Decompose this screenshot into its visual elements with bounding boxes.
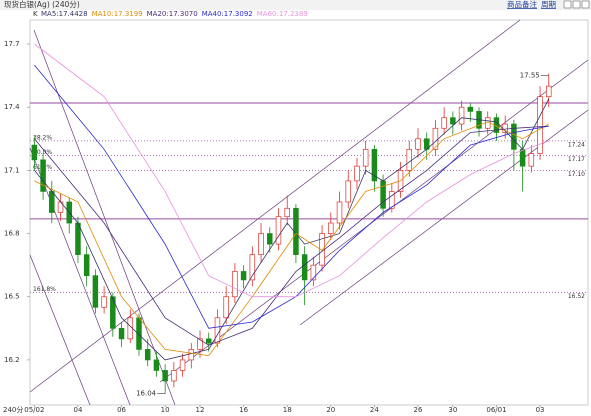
x-tick-label: 26 <box>414 406 423 414</box>
candle-body <box>432 127 439 150</box>
candle-body <box>415 138 421 150</box>
candle-body <box>31 144 38 161</box>
candle-body <box>171 370 177 382</box>
fib-price: 17.17 <box>568 156 585 163</box>
candle-body <box>144 349 151 361</box>
candle-body <box>162 370 168 382</box>
candle-body <box>371 148 378 182</box>
candle-body <box>336 201 343 224</box>
x-tick-label: 03 <box>536 406 545 414</box>
legend-entry: MA10:17.3199 <box>92 10 143 18</box>
candle-body <box>284 207 290 218</box>
x-tick-label: 04 <box>73 406 82 414</box>
ma-line <box>34 121 549 357</box>
candle-body <box>354 165 360 182</box>
candle-body <box>301 254 308 281</box>
k-label: K <box>33 10 38 18</box>
candle-body <box>188 349 195 361</box>
x-tick-label: 30 <box>448 406 457 414</box>
candle-body <box>441 117 447 129</box>
fib-ratio: 161.8% <box>33 286 56 293</box>
candle-body <box>511 123 517 150</box>
candle-body <box>101 296 107 308</box>
candle-body <box>40 159 46 192</box>
x-tick-label: 06/01 <box>486 406 506 414</box>
candle-body <box>240 271 247 281</box>
candle-body <box>214 317 221 344</box>
plot-frame <box>29 19 589 406</box>
candle-body <box>528 153 535 167</box>
candle-body <box>83 254 90 277</box>
candle-body <box>232 271 238 298</box>
candle-body <box>450 117 456 125</box>
ma-line <box>34 125 549 346</box>
x-tick-label: 20 <box>326 406 335 414</box>
max-button[interactable] <box>572 0 581 9</box>
candle-body <box>258 233 264 255</box>
candle-body <box>110 296 116 329</box>
title-bar <box>0 0 591 10</box>
candle-body <box>197 338 203 350</box>
legend-entry: MA40:17.3092 <box>202 10 253 18</box>
candle-body <box>389 191 395 209</box>
candle-body <box>275 216 282 245</box>
x-tick-label: 12 <box>196 406 205 414</box>
candle-body <box>153 359 160 371</box>
min-button[interactable] <box>563 0 572 9</box>
legend-entry: MA20:17.3070 <box>147 10 198 18</box>
candle-body <box>362 148 369 167</box>
fib-ratio: 50.0% <box>33 149 52 156</box>
legend-entry: MA60:17.2389 <box>257 10 308 18</box>
candle-body <box>406 148 413 171</box>
close-button[interactable] <box>581 0 590 9</box>
candle-body <box>179 359 186 371</box>
candle-body <box>293 207 299 255</box>
candle-body <box>310 264 317 281</box>
fib-price: 16.52 <box>568 293 585 300</box>
annotation: 17.55 <box>520 72 540 80</box>
y-tick-label: 17.7 <box>4 40 20 48</box>
ma-line <box>34 64 549 329</box>
y-tick-label: 16.2 <box>4 356 20 364</box>
y-tick-label: 17.1 <box>4 166 20 174</box>
x-tick-label: 10 <box>161 406 170 414</box>
candle-body <box>49 191 55 213</box>
annotation: 16.04 <box>136 390 157 398</box>
candle-body <box>328 222 334 234</box>
y-tick-label: 16.5 <box>4 293 20 301</box>
x-tick-label: 24 <box>370 406 379 414</box>
x-tick-label: 06 <box>117 406 126 414</box>
candle-body <box>537 96 543 154</box>
channel-lines <box>29 19 589 406</box>
period-link[interactable]: 周期 <box>541 0 556 9</box>
x-tick-label: 05/02 <box>24 406 44 414</box>
fib-ratio: 38.2% <box>33 134 52 141</box>
candle-body <box>249 254 256 281</box>
candle-body <box>75 222 81 255</box>
candle-body <box>92 275 99 308</box>
notes-link[interactable]: 商品备注 <box>507 0 537 9</box>
x-tick-label: 18 <box>283 406 292 414</box>
y-tick-label: 17.4 <box>4 103 20 111</box>
candle-body <box>205 338 212 344</box>
window-title: 现货白银(Ag) (240分) <box>4 0 80 9</box>
candle-body <box>380 180 386 209</box>
period-label: 240分 <box>3 405 23 414</box>
candle-body <box>467 106 474 112</box>
y-tick-label: 16.8 <box>4 230 20 238</box>
ma-line <box>34 43 549 298</box>
candle-body <box>345 180 351 203</box>
candle-body <box>458 106 465 125</box>
ma-line <box>34 98 550 361</box>
candle-body <box>118 327 125 340</box>
candle-body <box>546 85 552 98</box>
fib-price: 17.10 <box>568 171 585 178</box>
fib-price: 17.24 <box>568 141 585 148</box>
legend-entry: MA5:17.4428 <box>41 10 88 18</box>
candle-body <box>519 148 526 167</box>
candle-body <box>267 233 273 245</box>
candle-body <box>223 296 229 319</box>
x-tick-label: 16 <box>239 406 248 414</box>
